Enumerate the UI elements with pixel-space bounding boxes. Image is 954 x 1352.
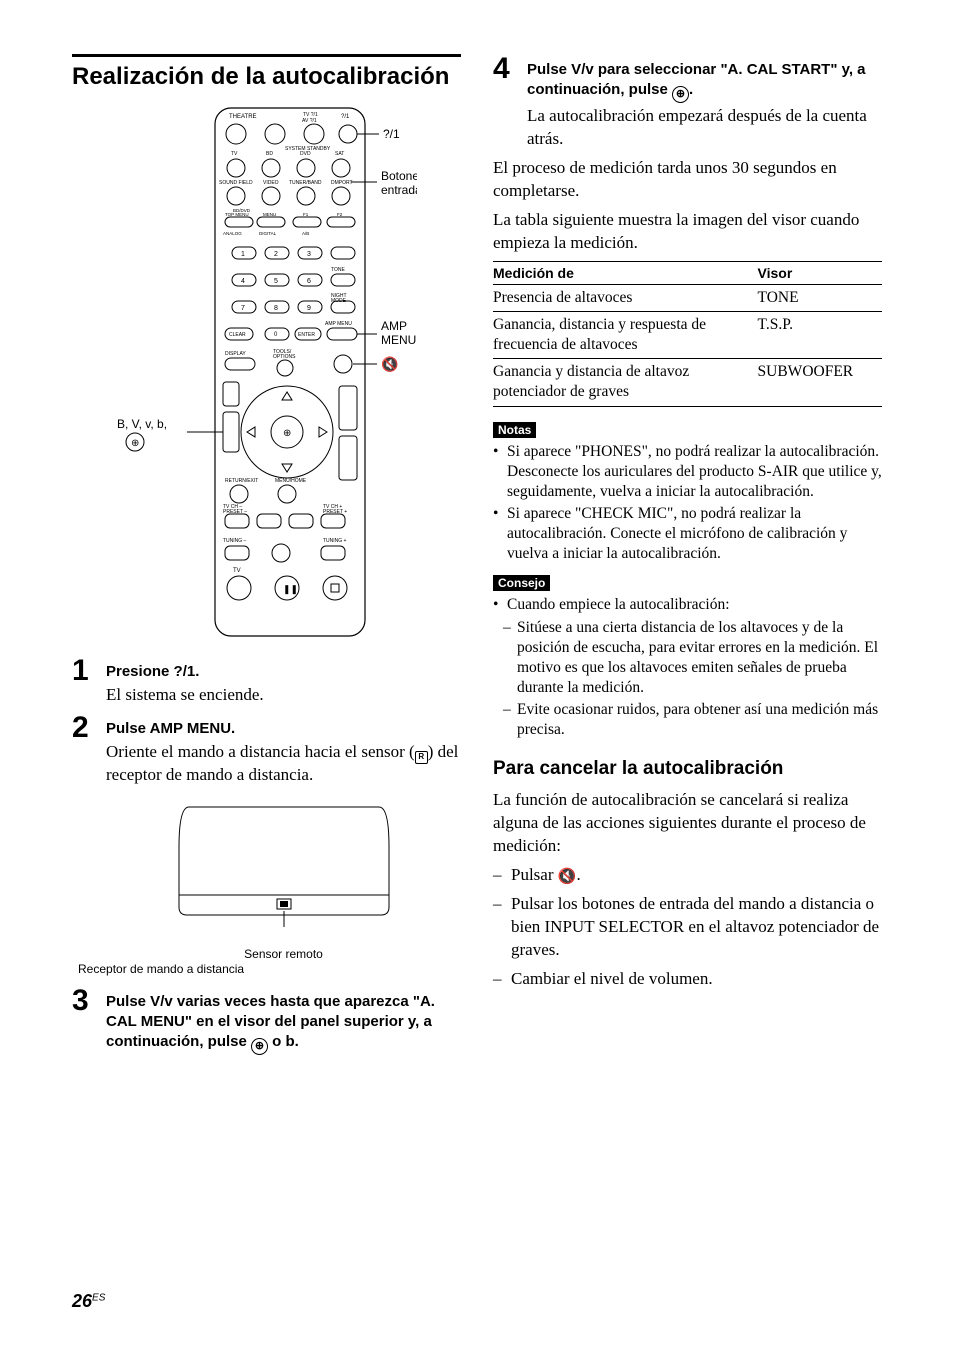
enter-icon: ⊕ bbox=[251, 1038, 268, 1055]
svg-text:CLEAR: CLEAR bbox=[229, 332, 246, 338]
table-row: Presencia de altavocesTONE bbox=[493, 284, 882, 311]
page-number: 26ES bbox=[72, 1291, 105, 1312]
svg-text:B, V, v, b,: B, V, v, b, bbox=[117, 417, 167, 431]
svg-text:entrada: entrada bbox=[381, 183, 417, 197]
right-intro-1: El proceso de medición tarda unos 30 seg… bbox=[493, 157, 882, 203]
step-2: 2 Pulse AMP MENU. Oriente el mando a dis… bbox=[72, 713, 461, 976]
step-3: 3 Pulse V/v varias veces hasta que apare… bbox=[72, 986, 461, 1056]
svg-text:MENU/HOME: MENU/HOME bbox=[275, 478, 307, 484]
step-4: 4 Pulse V/v para seleccionar "A. CAL STA… bbox=[493, 54, 882, 151]
svg-text:SOUND FIELD: SOUND FIELD bbox=[219, 180, 253, 186]
svg-text:9: 9 bbox=[307, 305, 311, 312]
consejo-1: Sitúese a una cierta distancia de los al… bbox=[517, 618, 882, 699]
svg-text:VIDEO: VIDEO bbox=[263, 180, 279, 186]
svg-text:TOP MENU: TOP MENU bbox=[225, 212, 249, 217]
step-1: 1 Presione ?/1. El sistema se enciende. bbox=[72, 656, 461, 707]
step-3-head: Pulse V/v varias veces hasta que aparezc… bbox=[106, 992, 461, 1056]
svg-text:ENTER: ENTER bbox=[298, 332, 315, 338]
svg-text:AV ?/1: AV ?/1 bbox=[302, 118, 317, 124]
receiver-caption-1: Sensor remoto bbox=[106, 947, 461, 961]
right-intro-2: La tabla siguiente muestra la imagen del… bbox=[493, 209, 882, 255]
nota-2: Si aparece "CHECK MIC", no podrá realiza… bbox=[507, 504, 882, 564]
svg-text:MENU: MENU bbox=[381, 333, 416, 347]
svg-text:0: 0 bbox=[274, 332, 278, 338]
svg-text:4: 4 bbox=[241, 278, 245, 285]
table-row: Ganancia y distancia de altavoz potencia… bbox=[493, 359, 882, 406]
receiver-caption-2: Receptor de mando a distancia bbox=[78, 962, 461, 976]
svg-text:TUNING –: TUNING – bbox=[223, 538, 247, 544]
svg-text:?/1: ?/1 bbox=[341, 114, 350, 120]
svg-text:MENU: MENU bbox=[263, 212, 276, 217]
table-row: Ganancia, distancia y respuesta de frecu… bbox=[493, 312, 882, 359]
step-4-text: La autocalibración empezará después de l… bbox=[527, 105, 882, 151]
svg-text:DMPORT: DMPORT bbox=[331, 180, 353, 186]
page-title: Realización de la autocalibración bbox=[72, 63, 461, 92]
svg-text:TUNER/BAND: TUNER/BAND bbox=[289, 180, 322, 186]
mute-icon: 🔇 bbox=[558, 869, 577, 885]
cancel-3: Cambiar el nivel de volumen. bbox=[511, 968, 713, 991]
svg-text:1: 1 bbox=[241, 251, 245, 258]
svg-text:DIGITAL: DIGITAL bbox=[259, 231, 277, 236]
step-2-head: Pulse AMP MENU. bbox=[106, 719, 461, 739]
receiver-icon: R bbox=[415, 751, 428, 764]
svg-text:THEATRE: THEATRE bbox=[229, 114, 257, 120]
svg-text:ANALOG: ANALOG bbox=[223, 231, 242, 236]
nota-1: Si aparece "PHONES", no podrá realizar l… bbox=[507, 442, 882, 502]
enter-icon: ⊕ bbox=[672, 86, 689, 103]
receiver-figure bbox=[169, 797, 399, 947]
svg-text:F2: F2 bbox=[337, 212, 343, 217]
consejo-list: •Cuando empiece la autocalibración: –Sit… bbox=[493, 595, 882, 740]
step-number: 2 bbox=[72, 713, 94, 976]
svg-text:❚❚: ❚❚ bbox=[283, 584, 298, 595]
step-number: 1 bbox=[72, 656, 94, 707]
svg-text:TV: TV bbox=[231, 151, 238, 157]
consejo-2: Evite ocasionar ruidos, para obtener así… bbox=[517, 700, 882, 740]
svg-text:⊕: ⊕ bbox=[283, 428, 291, 439]
svg-text:🔇: 🔇 bbox=[381, 356, 398, 373]
consejo-tag: Consejo bbox=[493, 575, 550, 591]
svg-text:A/B: A/B bbox=[302, 231, 309, 236]
svg-text:Botones de entrada: Botones de entrada bbox=[381, 169, 417, 183]
cancel-heading: Para cancelar la autocalibración bbox=[493, 758, 882, 781]
svg-text:6: 6 bbox=[307, 278, 311, 285]
cancel-1: Pulsar 🔇. bbox=[511, 864, 581, 887]
svg-text:5: 5 bbox=[274, 278, 278, 285]
svg-text:DISPLAY: DISPLAY bbox=[225, 351, 246, 357]
measurement-table: Medición de Visor Presencia de altavoces… bbox=[493, 261, 882, 407]
svg-text:SAT: SAT bbox=[335, 151, 344, 157]
svg-text:TV: TV bbox=[233, 568, 241, 574]
step-2-text: Oriente el mando a distancia hacia el se… bbox=[106, 741, 461, 787]
step-4-head: Pulse V/v para seleccionar "A. CAL START… bbox=[527, 60, 882, 103]
cancel-2: Pulsar los botones de entrada del mando … bbox=[511, 893, 882, 962]
notas-tag: Notas bbox=[493, 422, 536, 438]
svg-text:⊕: ⊕ bbox=[131, 438, 139, 449]
svg-text:?/1: ?/1 bbox=[383, 127, 400, 141]
svg-text:F1: F1 bbox=[303, 212, 309, 217]
step-1-text: El sistema se enciende. bbox=[106, 684, 461, 707]
svg-text:DVD: DVD bbox=[300, 151, 311, 157]
svg-text:TONE: TONE bbox=[331, 267, 345, 273]
th-visor: Visor bbox=[758, 261, 882, 284]
svg-text:OPTIONS: OPTIONS bbox=[273, 354, 296, 360]
svg-text:TUNING +: TUNING + bbox=[323, 538, 347, 544]
step-number: 4 bbox=[493, 54, 515, 151]
step-number: 3 bbox=[72, 986, 94, 1056]
step-1-head: Presione ?/1. bbox=[106, 662, 461, 682]
consejo-lead: Cuando empiece la autocalibración: bbox=[507, 595, 730, 615]
svg-text:7: 7 bbox=[241, 305, 245, 312]
svg-text:PRESET +: PRESET + bbox=[323, 509, 347, 515]
remote-figure: THEATRE TV ?/1 AV ?/1 ?/1 ?/1 SYSTEM STA… bbox=[117, 102, 417, 642]
svg-text:AMP MENU: AMP MENU bbox=[325, 321, 352, 327]
svg-text:2: 2 bbox=[274, 251, 278, 258]
cancel-list: –Pulsar 🔇. –Pulsar los botones de entrad… bbox=[493, 864, 882, 991]
svg-text:BD: BD bbox=[266, 151, 273, 157]
cancel-intro: La función de autocalibración se cancela… bbox=[493, 789, 882, 858]
svg-text:AMP: AMP bbox=[381, 319, 407, 333]
svg-text:8: 8 bbox=[274, 305, 278, 312]
notas-list: •Si aparece "PHONES", no podrá realizar … bbox=[493, 442, 882, 565]
svg-text:PRESET –: PRESET – bbox=[223, 509, 247, 515]
th-medicion: Medición de bbox=[493, 261, 758, 284]
svg-text:3: 3 bbox=[307, 251, 311, 258]
svg-text:RETURN/EXIT: RETURN/EXIT bbox=[225, 478, 258, 484]
